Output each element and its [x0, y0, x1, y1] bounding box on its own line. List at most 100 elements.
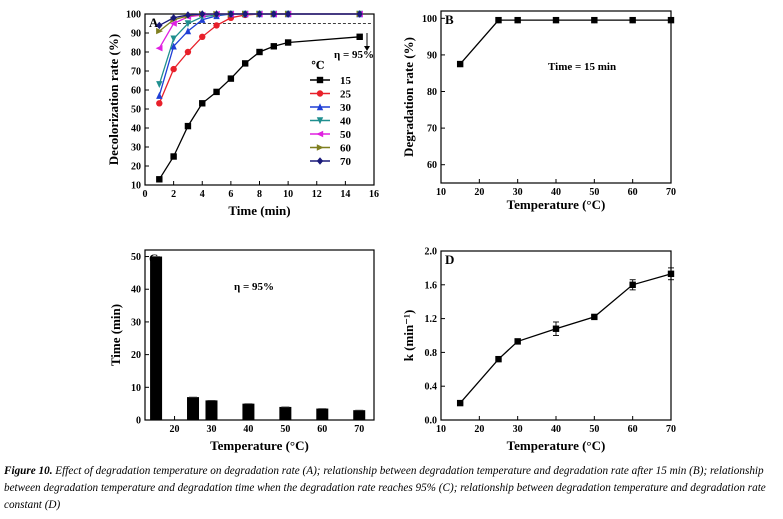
legend-label-25: 25: [340, 89, 352, 101]
x-tick-label: 6: [228, 189, 233, 200]
y-axis-label: Decolorization rate (%): [106, 34, 121, 165]
legend-marker-70: [316, 157, 324, 165]
series-line-25: [158, 13, 360, 104]
data-point: [284, 39, 292, 46]
data-point: [241, 60, 249, 67]
annotation-eta: η = 95%: [334, 49, 374, 61]
data-point: [156, 92, 163, 99]
data-point: [184, 11, 192, 19]
x-tick-label: 50: [589, 187, 599, 198]
data-point: [591, 313, 598, 321]
data-point: [495, 355, 502, 363]
data-point: [169, 20, 177, 27]
y-tick-label: 20: [131, 350, 141, 361]
data-point: [156, 21, 163, 30]
data-point: [184, 20, 192, 28]
y-tick-label: 0: [136, 416, 141, 427]
bar-50: [279, 406, 292, 420]
legend-label-40: 40: [340, 116, 352, 128]
data-point: [256, 48, 263, 56]
x-tick-label: 2: [171, 189, 176, 200]
y-tick-label: 60: [427, 160, 437, 171]
y-tick-label: 90: [427, 50, 437, 61]
panel-c-chart: 20 30 40 50 60 70 0 10 20 30 40 50 Temperature (°C) T…: [108, 249, 375, 453]
data-point: [270, 43, 278, 50]
panel-d-chart: 10 20 30 40 50 60 70 0.0 0.4 0.8 1.2 1.6 2.0 Temperat…: [401, 247, 676, 454]
x-tick-label: 50: [589, 424, 599, 435]
data-point: [591, 16, 598, 24]
y-tick-label: 50: [131, 252, 141, 263]
legend-marker-50: [316, 130, 324, 138]
bar-70: [353, 410, 366, 420]
data-point: [356, 33, 363, 40]
annotation-arrowhead: [364, 46, 370, 51]
data-point: [199, 33, 206, 40]
data-point: [170, 65, 177, 73]
data-point: [213, 10, 220, 18]
x-tick-label: 10: [436, 187, 446, 198]
data-point: [170, 14, 177, 22]
y-tick-label: 0.0: [425, 416, 438, 427]
data-point: [552, 325, 560, 332]
data-point: [156, 81, 163, 88]
y-axis-label: Degradation rate (%): [401, 37, 416, 157]
data-point: [156, 27, 164, 35]
data-point: [495, 16, 502, 24]
y-axis-label: Time (min): [108, 304, 123, 366]
y-tick-label: 60: [131, 86, 141, 97]
bar-60: [316, 408, 329, 420]
x-tick-label: 20: [474, 424, 484, 435]
y-tick-label: 2.0: [425, 247, 438, 258]
x-tick-label: 30: [513, 187, 523, 198]
annotation-eta: η = 95%: [234, 281, 274, 293]
x-tick-label: 10: [436, 424, 446, 435]
data-point: [667, 270, 675, 278]
data-point: [514, 338, 521, 345]
panel-letter: D: [445, 252, 454, 267]
x-tick-label: 14: [340, 189, 350, 200]
data-point: [199, 10, 206, 18]
legend-label-50: 50: [340, 129, 352, 141]
bar-25: [187, 397, 200, 420]
data-point: [629, 281, 636, 288]
x-tick-label: 16: [369, 189, 379, 200]
y-axis-label: k (min⁻¹): [401, 310, 416, 362]
legend-label-15: 15: [340, 75, 352, 87]
series-15: [156, 33, 363, 183]
x-tick-label: 20: [474, 187, 484, 198]
data-point: [227, 10, 235, 18]
bar-30: [205, 400, 218, 420]
data-point: [199, 100, 206, 107]
legend-marker-15: [316, 76, 324, 84]
caption-text: Effect of degradation temperature on deg…: [4, 465, 766, 511]
x-tick-label: 8: [257, 189, 262, 200]
y-tick-label: 1.2: [425, 314, 438, 325]
data-point: [227, 75, 235, 82]
x-tick-label: 40: [243, 424, 253, 435]
x-tick-label: 0: [143, 189, 148, 200]
y-tick-label: 90: [131, 29, 141, 40]
x-axis-label: Temperature (°C): [210, 438, 309, 453]
x-axis-label: Time (min): [228, 203, 290, 218]
bar-15: [150, 256, 163, 420]
legend-title: ℃: [311, 60, 324, 72]
legend-label-60: 60: [340, 143, 352, 155]
y-tick-label: 0.4: [425, 382, 438, 393]
annotation-time: Time = 15 min: [548, 61, 616, 73]
x-tick-label: 60: [628, 187, 638, 198]
x-tick-label: 12: [312, 189, 322, 200]
x-tick-label: 30: [513, 424, 523, 435]
data-point: [284, 10, 292, 18]
legend-marker-30: [316, 103, 324, 111]
data-point: [552, 16, 560, 24]
y-tick-label: 70: [131, 67, 141, 78]
data-point: [184, 48, 192, 56]
x-tick-label: 60: [317, 424, 327, 435]
y-tick-label: 10: [131, 181, 141, 192]
x-tick-label: 60: [628, 424, 638, 435]
x-tick-label: 50: [280, 424, 290, 435]
x-tick-label: 40: [551, 424, 561, 435]
